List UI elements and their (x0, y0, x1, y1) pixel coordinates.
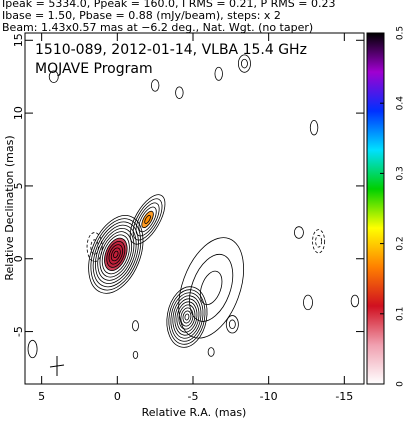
contour (97, 228, 135, 281)
contour (293, 226, 304, 239)
contour (174, 298, 200, 336)
contour (166, 286, 208, 348)
contour (99, 231, 133, 278)
contour (86, 232, 103, 263)
contour (90, 239, 99, 255)
colorbar-tick-label: 0.3 (396, 166, 406, 180)
contour (90, 218, 142, 291)
contour (350, 294, 360, 308)
contour (132, 350, 139, 359)
contour (92, 221, 139, 288)
plot-subtitle: MOJAVE Program (35, 61, 153, 77)
contour (132, 320, 139, 332)
y-tick-label: 0 (12, 255, 25, 262)
x-tick-label: 0 (114, 390, 121, 403)
contour (88, 215, 144, 294)
contour (144, 214, 151, 224)
contour (168, 289, 206, 345)
contour (150, 79, 160, 92)
y-axis-label: Relative Declination (mas) (3, 135, 16, 280)
colorbar-tick-label: 0.5 (396, 26, 406, 40)
beam-symbol (49, 356, 65, 376)
plot-title: 1510-089, 2012-01-14, VLBA 15.4 GHz (35, 42, 307, 58)
x-tick-label: 5 (38, 390, 45, 403)
contour (189, 253, 234, 322)
contour (129, 194, 166, 245)
plot-frame (24, 32, 365, 385)
contour (138, 206, 157, 233)
y-tick-label: 5 (12, 182, 25, 189)
colorbar-tick-label: 0.1 (396, 307, 406, 321)
header-line: Ibase = 1.50, Pbase = 0.88 (mJy/beam), s… (2, 9, 281, 22)
contour (312, 229, 326, 254)
y-tick-label: 10 (12, 106, 25, 120)
contour (241, 58, 248, 69)
contour (135, 202, 160, 237)
contour (27, 339, 38, 359)
contour (315, 235, 323, 248)
beam-minor (49, 364, 65, 368)
contour (214, 66, 223, 81)
colorbar (366, 32, 385, 385)
y-tick-label: 15 (12, 33, 25, 47)
colorbar-tick-label: 0 (396, 381, 406, 387)
contour (228, 319, 236, 330)
contour (199, 270, 223, 306)
contour (309, 119, 319, 136)
contour (184, 313, 190, 321)
x-tick-label: -5 (188, 390, 199, 403)
colorbar-tick-label: 0.2 (396, 236, 406, 250)
x-axis-label: Relative R.A. (mas) (142, 406, 247, 419)
x-tick-label: -10 (260, 390, 278, 403)
contour (95, 224, 137, 284)
contour (207, 347, 215, 357)
contour (225, 315, 239, 334)
header-line: Ipeak = 5334.0, Ppeak = 160.0, I RMS = 0… (2, 0, 336, 10)
contour (176, 301, 198, 333)
contour (175, 86, 184, 99)
contour (182, 310, 192, 324)
contour (113, 250, 119, 259)
contours (27, 54, 360, 359)
contour (48, 70, 59, 83)
x-tick-label: -15 (335, 390, 353, 403)
contour (180, 307, 194, 327)
contour (101, 234, 130, 275)
contour (172, 295, 202, 339)
contour (170, 292, 204, 342)
colorbar-tick-label: 0.4 (396, 96, 406, 111)
header-line: Beam: 1.43x0.57 mas at −6.2 deg., Nat. W… (2, 21, 313, 34)
y-tick-label: -5 (12, 326, 25, 337)
contour (237, 54, 251, 73)
contour (178, 304, 196, 330)
contour (132, 198, 163, 241)
contour (303, 294, 313, 311)
